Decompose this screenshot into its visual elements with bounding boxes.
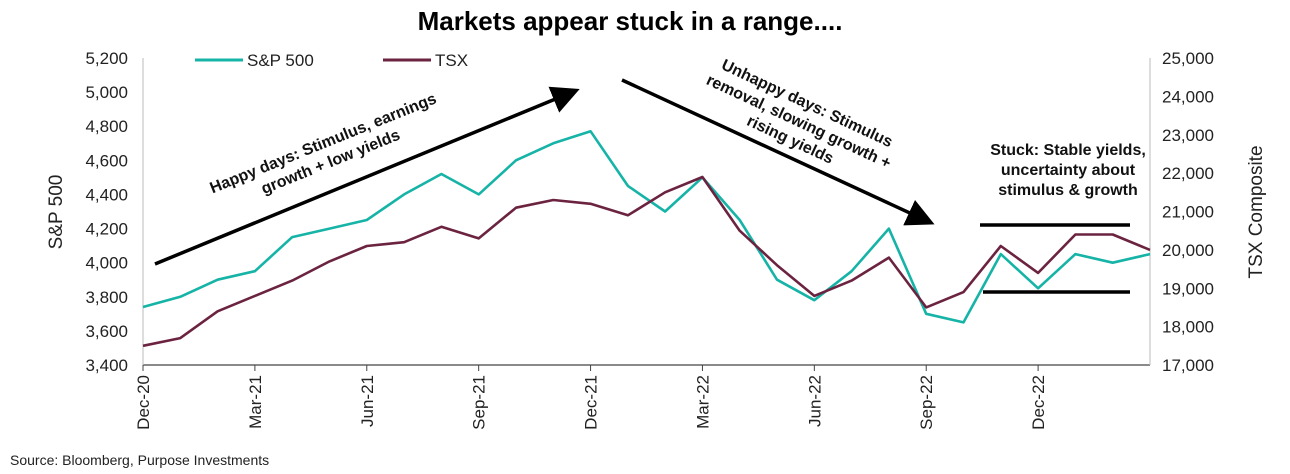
y-tick-label: 5,000	[85, 83, 128, 102]
x-tick-label: Sep-21	[470, 375, 489, 430]
downtrend-arrow	[621, 78, 935, 226]
x-tick-label: Dec-21	[582, 375, 601, 430]
annotation-unhappy-days: Unhappy days: Stimulus removal, slowing …	[704, 57, 896, 173]
x-tick-label: Mar-22	[693, 375, 712, 429]
y2-tick-label: 20,000	[1162, 241, 1214, 260]
uptrend-arrow	[154, 86, 580, 266]
y-tick-label: 4,800	[85, 117, 128, 136]
right-axis-ticks: 17,000 18,000 19,000 20,000 21,000 22,000 23,0…	[1162, 49, 1214, 375]
x-tick-label: Sep-22	[917, 375, 936, 430]
series-line-sp500	[142, 130, 1151, 324]
series-layer	[142, 130, 1151, 348]
x-tick-label: Mar-21	[246, 375, 265, 429]
y2-tick-label: 18,000	[1162, 318, 1214, 337]
legend-label-tsx: TSX	[435, 51, 468, 70]
y2-tick-label: 23,000	[1162, 126, 1214, 145]
y2-tick-label: 19,000	[1162, 279, 1214, 298]
annotation-stuck-line-2: uncertainty about	[1001, 162, 1136, 179]
y-tick-label: 4,600	[85, 151, 128, 170]
annotation-stuck: Stuck: Stable yields, uncertainty about …	[990, 142, 1146, 199]
y-tick-label: 3,600	[85, 322, 128, 341]
y-tick-label: 4,200	[85, 220, 128, 239]
annotation-happy-days: Happy days: Stimulus, earnings growth + …	[208, 90, 440, 198]
x-tick-label: Dec-22	[1029, 375, 1048, 430]
y2-tick-label: 21,000	[1162, 203, 1214, 222]
x-tick-label: Jun-22	[805, 375, 824, 427]
source-note: Source: Bloomberg, Purpose Investments	[10, 452, 270, 468]
annotation-happy-line-1: Happy days: Stimulus, earnings	[208, 90, 440, 197]
x-tick-label: Dec-20	[134, 375, 153, 430]
y-tick-label: 5,200	[85, 49, 128, 68]
chart-title: Markets appear stuck in a range....	[418, 6, 843, 36]
y2-axis-label: TSX Composite	[1246, 145, 1267, 278]
y-tick-label: 3,400	[85, 356, 128, 375]
series-line-tsx	[142, 175, 1151, 348]
y2-tick-label: 24,000	[1162, 87, 1214, 106]
y2-tick-label: 22,000	[1162, 164, 1214, 183]
y-axis-label: S&P 500	[46, 175, 67, 250]
x-axis-ticks: Dec-20 Mar-21 Jun-21 Sep-21 Dec-21 Mar-22 Jun-…	[134, 365, 1048, 430]
legend-label-sp500: S&P 500	[247, 51, 314, 70]
y-tick-label: 3,800	[85, 288, 128, 307]
x-tick-label: Jun-21	[358, 375, 377, 427]
annotation-stuck-line-1: Stuck: Stable yields,	[990, 142, 1146, 159]
y-tick-label: 4,400	[85, 185, 128, 204]
legend: S&P 500 TSX	[195, 51, 468, 70]
left-axis-ticks: 3,400 3,600 3,800 4,000 4,200 4,400 4,600 4,800…	[85, 49, 128, 375]
annotation-stuck-line-3: stimulus & growth	[998, 182, 1138, 199]
y2-tick-label: 25,000	[1162, 49, 1214, 68]
y2-tick-label: 17,000	[1162, 356, 1214, 375]
y-tick-label: 4,000	[85, 254, 128, 273]
